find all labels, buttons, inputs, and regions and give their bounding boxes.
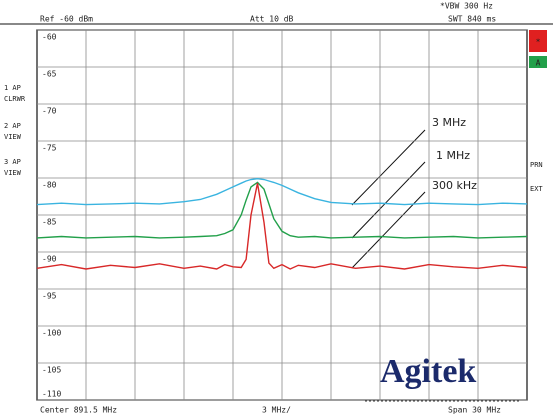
- marker-label: *: [536, 38, 541, 47]
- trace-annotation: 3 MHz: [432, 116, 466, 129]
- y-tick-label: -90: [42, 255, 57, 264]
- y-tick-label: -95: [42, 292, 57, 301]
- header-label: *VBW 300 Hz: [440, 2, 493, 11]
- y-tick-label: -80: [42, 181, 57, 190]
- trace: [36, 177, 528, 206]
- annotation-leader: [351, 129, 426, 206]
- marker-box: [529, 56, 547, 68]
- labels: -60 -65 -70 -75 -80 -85 -90 -95 -100 -105 -110 3 MH…: [4, 2, 547, 415]
- y-tick-label: -85: [42, 218, 57, 227]
- trace-annotation: 1 MHz: [436, 149, 470, 162]
- traces: [36, 177, 528, 270]
- footer-label: Span 30 MHz: [448, 406, 501, 415]
- footer-label: 3 MHz/: [262, 406, 291, 415]
- y-tick-label: -70: [42, 107, 57, 116]
- trace-annotation: 300 kHz: [432, 179, 477, 192]
- side-label: EXT: [530, 185, 543, 193]
- y-tick-label: -110: [42, 390, 61, 399]
- grid: [37, 29, 527, 401]
- marker-box: [529, 30, 547, 52]
- header-label: Att 10 dB: [250, 15, 294, 24]
- trace-status: VIEW: [4, 133, 22, 141]
- trace-status: CLRWR: [4, 95, 26, 103]
- logo: Agitek: [380, 353, 476, 390]
- side-label: PRN: [530, 161, 543, 169]
- trace-status: VIEW: [4, 169, 22, 177]
- marker-label: A: [536, 59, 541, 68]
- y-tick-label: -100: [42, 329, 61, 338]
- trace: [36, 181, 528, 239]
- y-tick-label: -105: [42, 366, 61, 375]
- y-tick-label: -65: [42, 70, 57, 79]
- trace-status: 2 AP: [4, 122, 21, 130]
- header-label: Ref -60 dBm: [40, 15, 93, 24]
- trace-status: 3 AP: [4, 158, 21, 166]
- header-label: SWT 840 ms: [448, 15, 496, 24]
- trace: [36, 183, 528, 270]
- footer-label: Center 891.5 MHz: [40, 406, 117, 415]
- y-tick-label: -75: [42, 144, 57, 153]
- trace-status: 1 AP: [4, 84, 21, 92]
- y-tick-label: -60: [42, 33, 57, 42]
- annotation-leader: [351, 161, 426, 239]
